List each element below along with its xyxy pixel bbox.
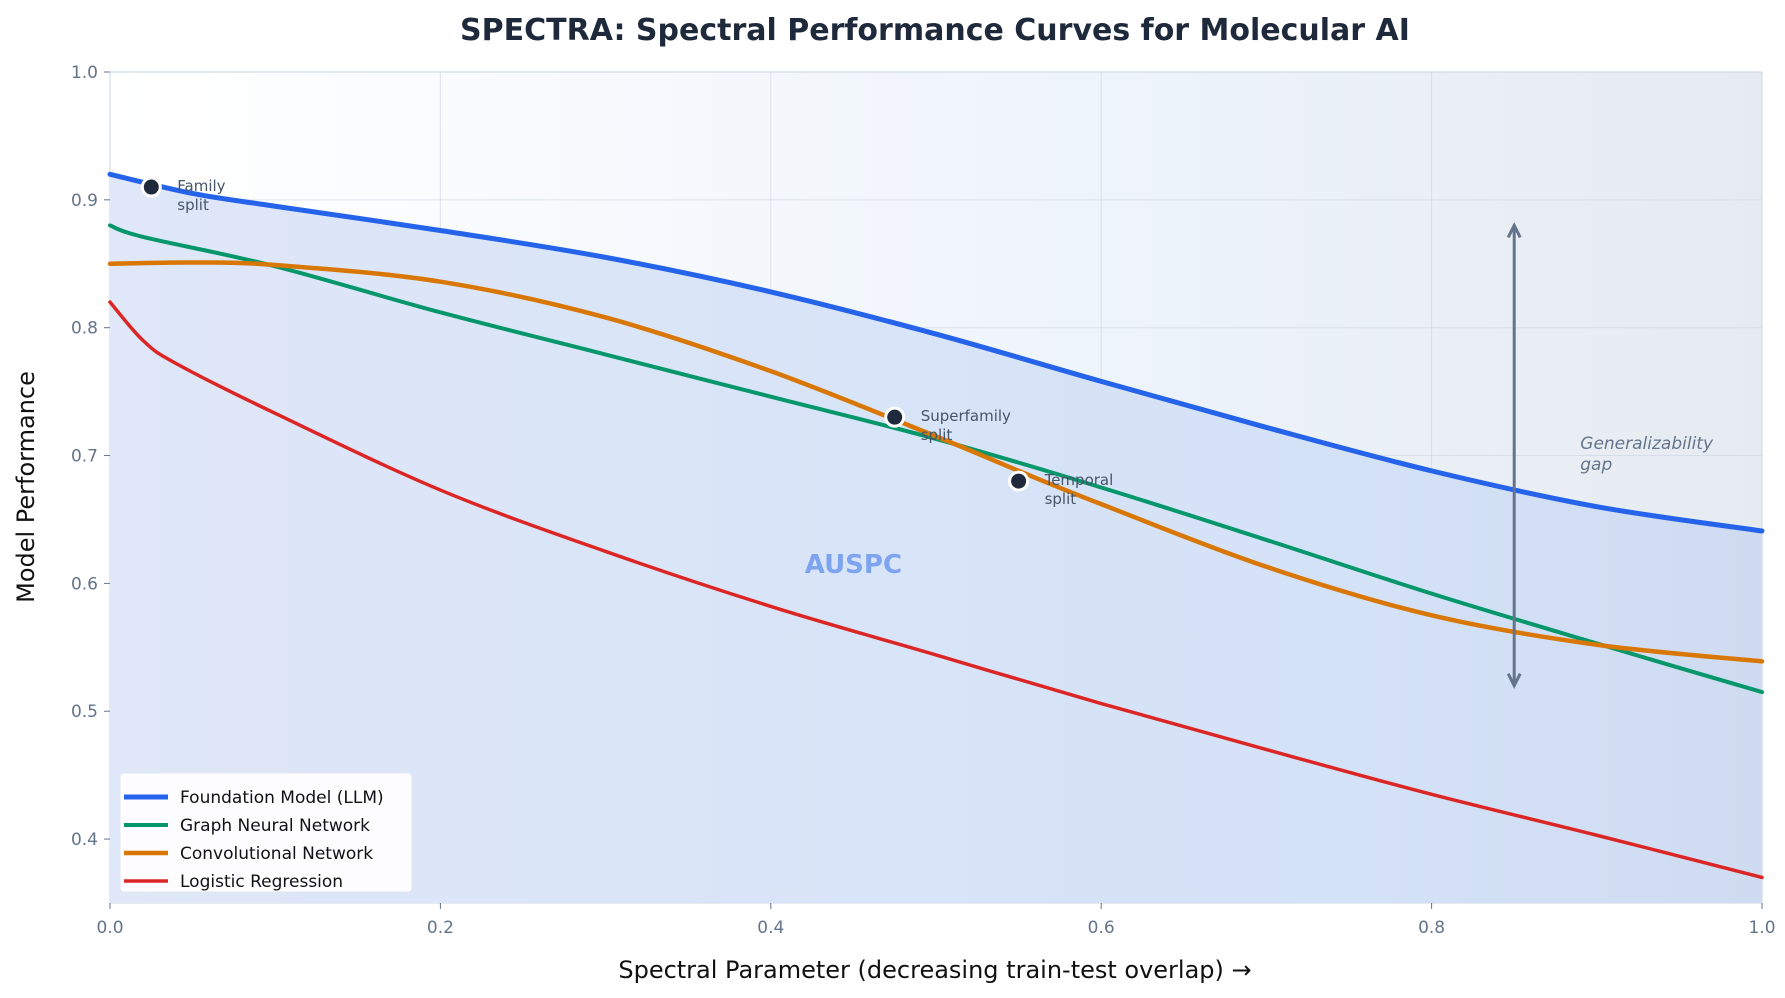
legend-label-1: Graph Neural Network: [180, 816, 370, 836]
x-tick-label: 0.8: [1418, 918, 1445, 938]
y-tick-label: 1.0: [71, 63, 98, 83]
x-tick-label: 0.0: [96, 918, 123, 938]
split-label-line1: Temporal: [1044, 471, 1114, 489]
y-axis-label: Model Performance: [12, 371, 40, 603]
generalizability-gap-arrow: Generalizability gap: [1506, 222, 1714, 690]
legend: Foundation Model (LLM) Graph Neural Netwo…: [119, 772, 413, 893]
split-label-line2: split: [1045, 490, 1077, 508]
split-label-line2: split: [177, 196, 209, 214]
split-marker: [1008, 470, 1030, 492]
legend-label-0: Foundation Model (LLM): [180, 788, 384, 808]
x-tick-label: 0.2: [427, 918, 454, 938]
series-line-3: [108, 300, 1764, 880]
auspc-label: AUSPC: [805, 550, 902, 580]
split-marker: [884, 406, 906, 428]
series-line-0: [107, 171, 1765, 534]
y-tick-label: 0.6: [71, 574, 98, 594]
x-tick-label: 0.6: [1088, 918, 1115, 938]
legend-label-3: Logistic Regression: [180, 872, 343, 892]
split-marker: [140, 176, 162, 198]
split-label-line2: split: [921, 426, 953, 444]
gap-label-line2: gap: [1580, 455, 1612, 475]
gap-label-line1: Generalizability: [1580, 434, 1714, 454]
chart-title: SPECTRA: Spectral Performance Curves for…: [460, 13, 1410, 48]
split-label-line1: Family: [177, 177, 225, 195]
series-line-1: [108, 223, 1764, 695]
y-tick-label: 0.9: [71, 191, 98, 211]
auspc-area: [110, 174, 1762, 903]
legend-label-2: Convolutional Network: [180, 844, 373, 864]
x-axis-label: Spectral Parameter (decreasing train-tes…: [618, 956, 1251, 984]
y-tick-label: 0.4: [71, 830, 98, 850]
series-line-2: [107, 260, 1765, 664]
x-tick-label: 1.0: [1748, 918, 1775, 938]
x-tick-label: 0.4: [757, 918, 784, 938]
y-tick-label: 0.5: [71, 702, 98, 722]
y-tick-label: 0.7: [71, 447, 98, 467]
split-label-line1: Superfamily: [921, 407, 1011, 425]
y-tick-label: 0.8: [71, 319, 98, 339]
